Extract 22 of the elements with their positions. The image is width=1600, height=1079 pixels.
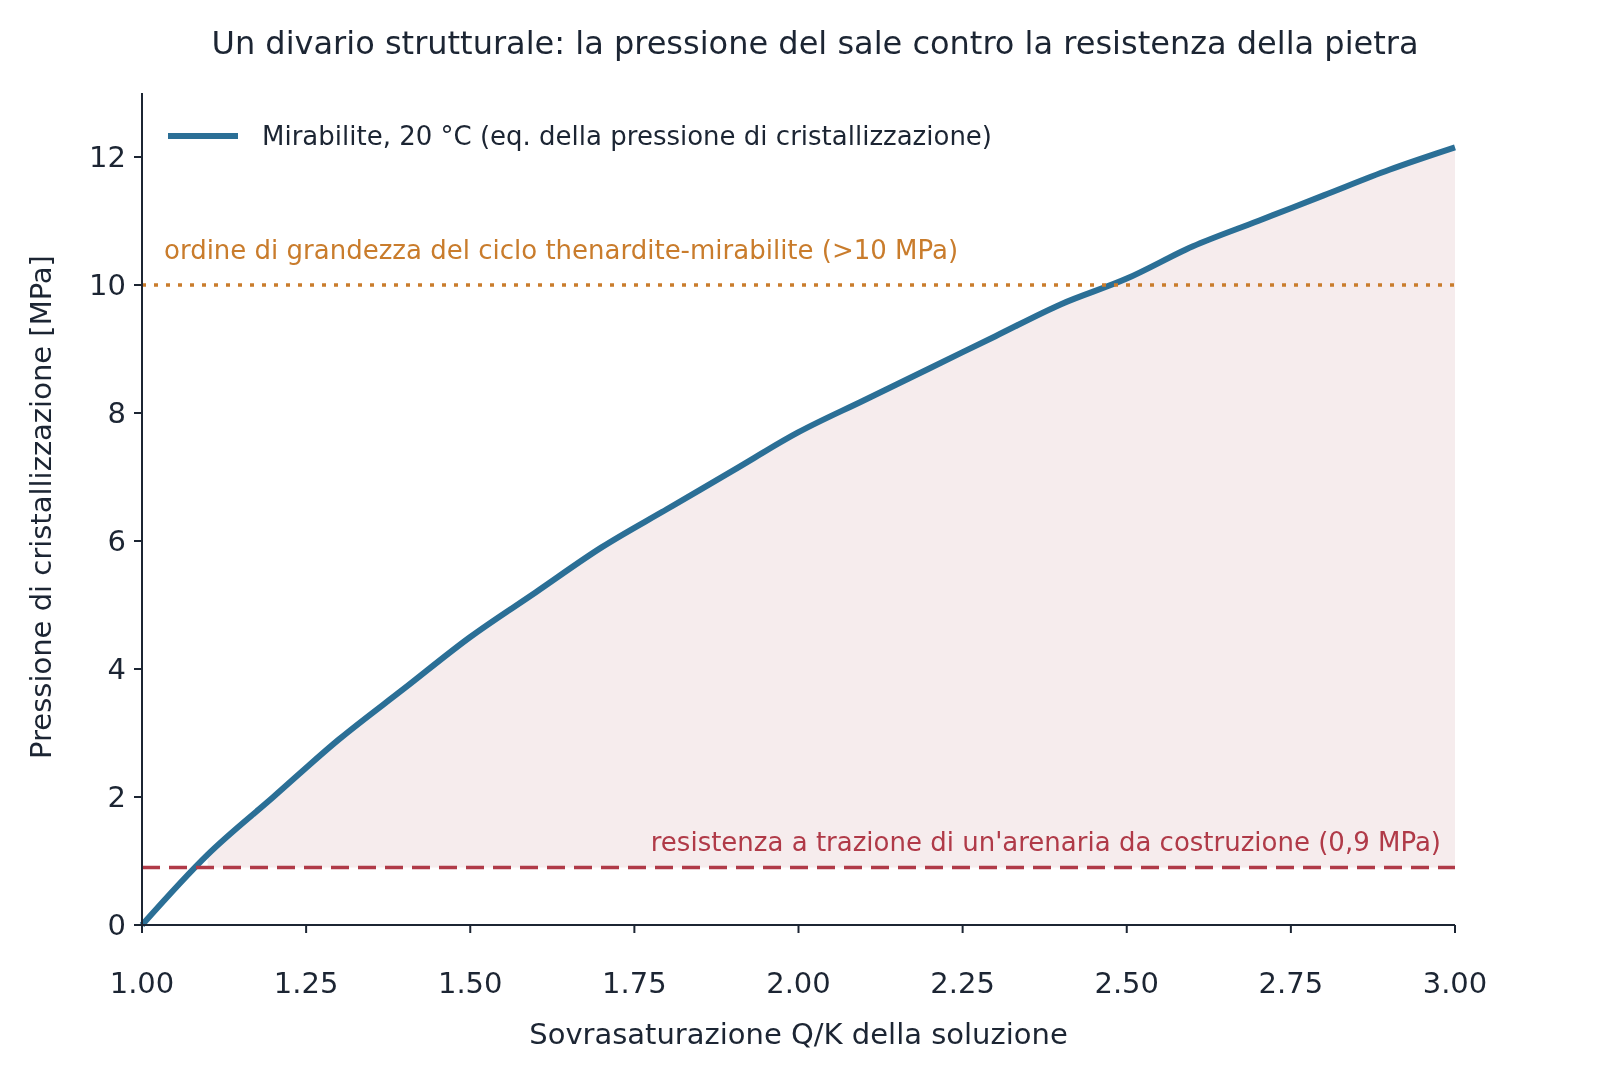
chart-title: Un divario strutturale: la pressione del sale contro la resistenza della pietra: [211, 24, 1419, 62]
y-tick-label: 0: [107, 908, 126, 942]
x-tick-label: 1.00: [109, 966, 175, 1000]
y-tick-label: 8: [107, 396, 126, 430]
y-tick-label: 12: [89, 140, 126, 174]
x-tick-label: 1.25: [273, 966, 339, 1000]
y-tick-label: 6: [107, 524, 126, 558]
y-tick-label: 10: [89, 268, 126, 302]
legend-label: Mirabilite, 20 °C (eq. della pressione di cristallizzazione): [262, 121, 993, 151]
x-axis-title: Sovrasaturazione Q/K della soluzione: [529, 1017, 1068, 1051]
x-tick-label: 3.00: [1422, 966, 1488, 1000]
x-tick-label: 2.50: [1094, 966, 1160, 1000]
x-tick-label: 1.50: [437, 966, 503, 1000]
ref-line-label: ordine di grandezza del ciclo thenardite-mirabilite (>10 MPa): [164, 235, 959, 265]
x-tick-label: 1.75: [602, 966, 667, 1000]
y-tick-label: 4: [107, 652, 126, 686]
x-tick-label: 2.00: [766, 966, 831, 1000]
x-tick-label: 2.75: [1258, 966, 1324, 1000]
x-tick-label: 2.25: [930, 966, 995, 1000]
y-axis-title: Pressione di cristallizzazione [MPa]: [24, 255, 58, 759]
ref-line-label: resistenza a trazione di un'arenaria da costruzione (0,9 MPa): [650, 827, 1441, 858]
y-tick-label: 2: [107, 780, 126, 814]
